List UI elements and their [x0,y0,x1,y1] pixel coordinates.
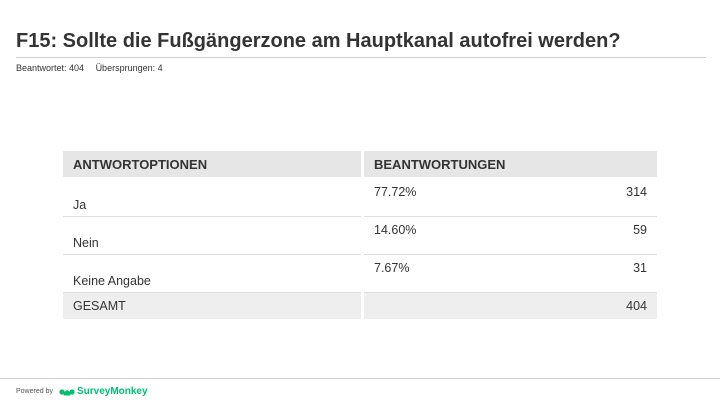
total-label: GESAMT [63,292,364,319]
response-cell: 7.67% 31 [362,254,657,293]
answered-count: Beantwortet: 404 [16,63,85,73]
question-title: F15: Sollte die Fußgängerzone am Hauptka… [16,30,621,52]
header-responses: BEANTWORTUNGEN [362,151,657,179]
title-divider [16,57,706,58]
powered-by-text: Powered by [16,388,53,395]
response-summary: Beantwortet: 404 Übersprungen: 4 [16,63,163,73]
response-count: 314 [626,185,647,199]
surveymonkey-logo-icon [59,389,75,396]
answer-option-label: Keine Angabe [63,254,364,293]
skipped-count: Übersprungen: 4 [95,63,163,73]
total-count: 404 [626,299,647,313]
answer-option-label: Nein [63,216,364,255]
response-percent: 7.67% [374,261,410,275]
table-row: Keine Angabe 7.67% 31 [63,254,657,293]
footer: Powered by SurveyMonkey [16,386,148,397]
response-percent: 14.60% [374,223,417,237]
table-row: Nein 14.60% 59 [63,216,657,255]
table-header-row: ANTWORTOPTIONEN BEANTWORTUNGEN [63,151,657,179]
header-answer-options: ANTWORTOPTIONEN [63,151,364,179]
response-cell: 77.72% 314 [362,178,657,217]
response-count: 31 [633,261,647,275]
total-row: GESAMT 404 [63,292,657,319]
footer-divider [0,378,720,379]
response-cell: 14.60% 59 [362,216,657,255]
surveymonkey-brand: SurveyMonkey [76,386,148,397]
results-table: ANTWORTOPTIONEN BEANTWORTUNGEN Ja 77.72%… [63,151,657,319]
answer-option-label: Ja [63,178,364,217]
table-row: Ja 77.72% 314 [63,178,657,217]
response-count: 59 [633,223,647,237]
total-cell: 404 [362,292,657,319]
response-percent: 77.72% [374,185,417,199]
